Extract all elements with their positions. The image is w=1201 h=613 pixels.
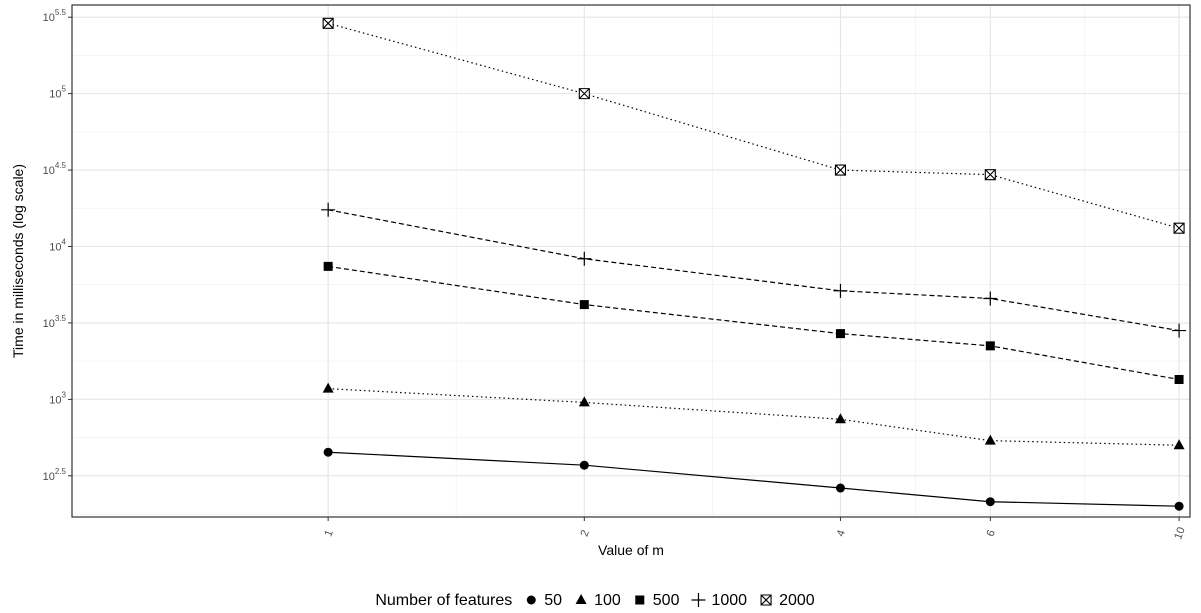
y-tick-label: 105.5 <box>43 8 67 24</box>
legend-key <box>526 595 536 605</box>
grid-lines <box>72 5 1190 517</box>
legend-item-50: 50 <box>526 592 562 609</box>
data-point-2000 <box>322 17 334 29</box>
legend-item-2000: 2000 <box>760 592 815 609</box>
x-tick-label: 4 <box>835 528 848 538</box>
axes: 1 2 4 6 10 102.5 103 103.5 104 104.5 105 105.5 <box>43 8 1188 541</box>
data-point-1000 <box>577 251 592 266</box>
data-point-100 <box>1173 439 1185 450</box>
series-line-1000 <box>328 209 1180 332</box>
data-point-500 <box>835 329 845 339</box>
series-50 <box>323 447 1184 511</box>
data-point-500 <box>579 300 589 310</box>
series-500 <box>323 261 1184 384</box>
y-tick-label: 104 <box>49 237 66 253</box>
series-line-100 <box>328 388 1180 446</box>
data-point-500 <box>1174 374 1184 384</box>
data-point-500 <box>985 341 995 351</box>
data-point-2000 <box>578 88 590 100</box>
y-tick-label: 103 <box>49 390 66 406</box>
plot-panel <box>71 4 1191 518</box>
data-point-50 <box>1174 501 1184 511</box>
legend-title: Number of features <box>375 592 512 609</box>
legend-item-1000: 1000 <box>691 592 747 609</box>
legend-label: 2000 <box>779 592 815 609</box>
data-point-2000 <box>834 164 847 176</box>
series-2000 <box>322 17 1185 234</box>
x-tick-label: 6 <box>985 528 998 538</box>
x-axis-title: Value of m <box>598 542 664 558</box>
legend-key <box>575 594 587 604</box>
data-point-50 <box>835 483 845 493</box>
series-layer <box>321 17 1187 511</box>
data-point-50 <box>985 497 995 507</box>
series-100 <box>322 382 1185 450</box>
data-point-100 <box>322 382 334 393</box>
legend-key <box>635 595 645 605</box>
y-tick-label: 104.5 <box>43 161 67 177</box>
data-point-100 <box>834 413 846 424</box>
data-point-1000 <box>833 283 848 298</box>
y-axis-title: Time in milliseconds (log scale) <box>10 164 26 358</box>
x-tick-label: 2 <box>579 528 592 538</box>
data-point-100 <box>578 396 590 407</box>
y-tick-label: 103.5 <box>43 314 67 330</box>
series-line-50 <box>328 451 1180 507</box>
x-tick-label: 1 <box>322 528 335 538</box>
data-point-500 <box>323 261 333 271</box>
legend-key <box>691 593 706 607</box>
data-point-1000 <box>1172 323 1187 338</box>
legend-label: 500 <box>653 592 680 609</box>
data-point-100 <box>984 434 996 445</box>
y-tick-label: 105 <box>49 85 66 101</box>
y-tick-label: 102.5 <box>43 467 67 483</box>
legend-key <box>760 594 772 606</box>
series-1000 <box>321 202 1187 338</box>
legend-item-100: 100 <box>575 592 621 609</box>
legend-label: 1000 <box>711 592 747 609</box>
data-point-1000 <box>983 291 998 306</box>
legend: Number of features 50 100 500 1000 2000 <box>375 592 814 609</box>
series-line-2000 <box>327 22 1180 229</box>
legend-label: 50 <box>544 592 562 609</box>
x-tick-label: 10 <box>1172 526 1187 542</box>
data-point-2000 <box>1173 222 1185 234</box>
legend-label: 100 <box>594 592 621 609</box>
legend-item-500: 500 <box>635 592 680 609</box>
data-point-50 <box>323 447 333 457</box>
data-point-1000 <box>321 202 336 217</box>
data-point-50 <box>579 460 589 470</box>
data-point-2000 <box>984 169 996 181</box>
